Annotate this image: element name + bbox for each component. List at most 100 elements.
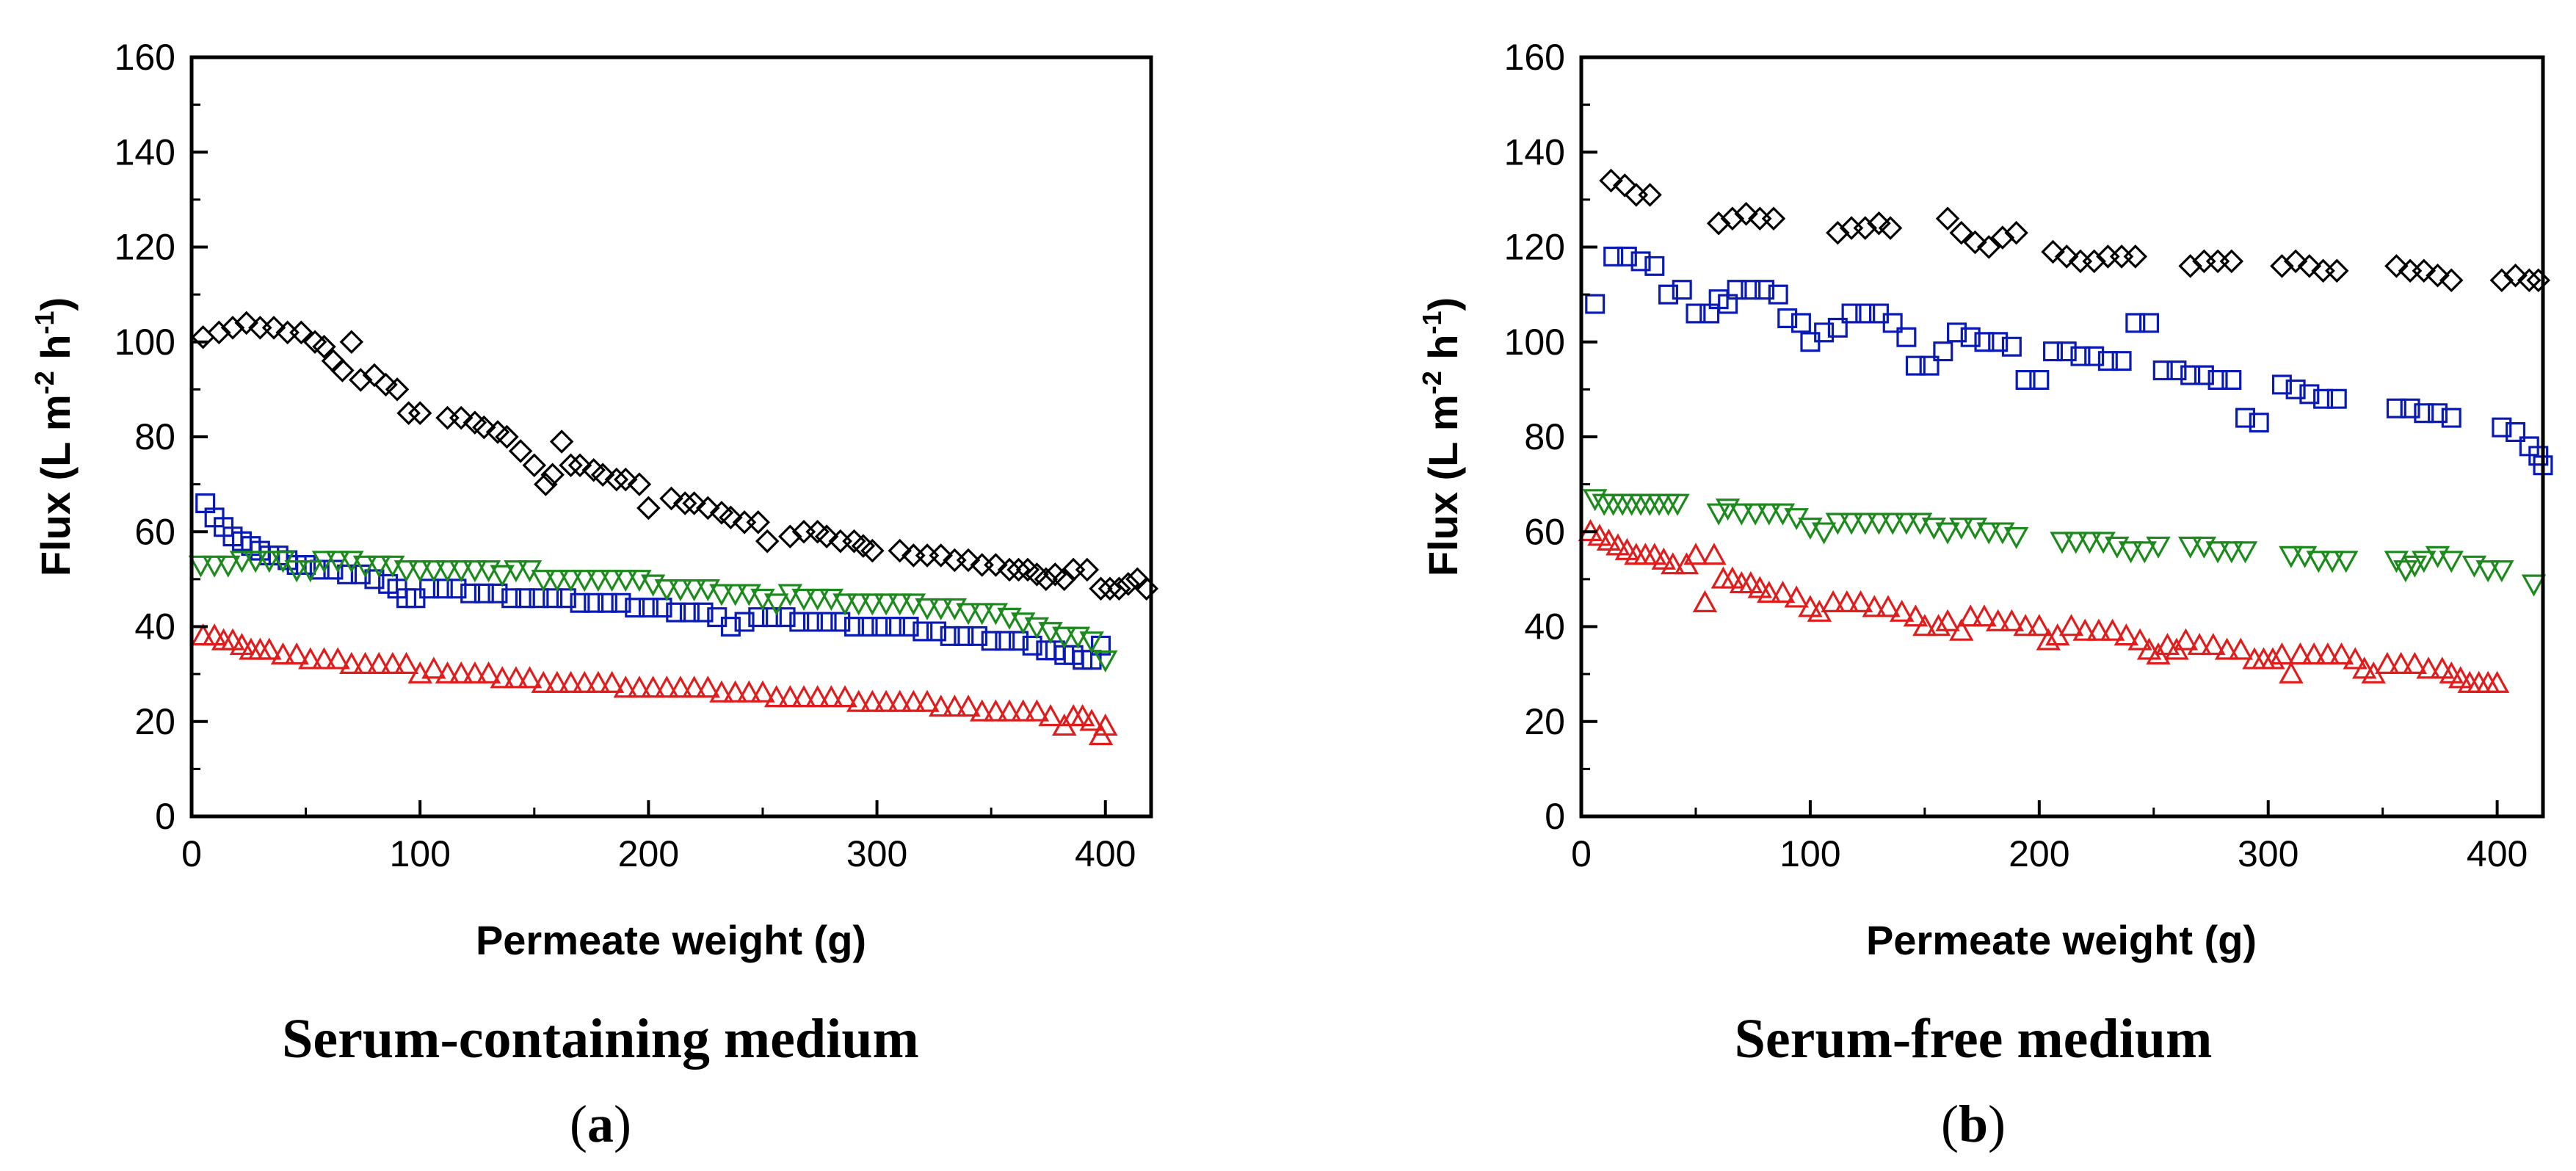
panel-a-plot-frame xyxy=(189,55,1153,819)
data-point xyxy=(1949,517,1974,540)
data-point xyxy=(956,695,981,717)
data-point xyxy=(2320,551,2345,573)
panel-b-y-tick-label: 100 xyxy=(1504,322,1565,363)
data-point xyxy=(462,661,487,684)
data-point xyxy=(349,368,373,392)
data-point xyxy=(763,593,789,616)
data-point xyxy=(558,570,584,592)
data-point xyxy=(1644,255,1665,276)
panel-a-x-tick-label: 400 xyxy=(1075,833,1136,874)
data-point xyxy=(462,560,487,583)
data-point xyxy=(1835,590,1860,612)
data-point xyxy=(2132,541,2158,564)
data-point xyxy=(352,651,378,675)
data-point xyxy=(1990,225,2015,250)
data-point xyxy=(2402,555,2428,578)
data-point xyxy=(832,593,857,616)
data-point xyxy=(1926,614,1951,637)
data-point xyxy=(915,598,940,620)
data-point xyxy=(487,583,508,603)
data-point xyxy=(1614,537,1640,560)
data-point xyxy=(1617,246,1637,267)
data-point xyxy=(1738,571,1763,594)
data-point xyxy=(362,363,387,388)
data-point xyxy=(791,588,816,612)
data-point xyxy=(289,320,313,345)
data-point xyxy=(2517,268,2541,293)
panel-a-ticks: 0 100 200 300 400 0 20 40 60 80 100 120 140 160 xyxy=(115,37,1136,874)
data-point xyxy=(1949,618,1974,641)
data-point xyxy=(435,560,460,583)
data-point xyxy=(1972,604,1997,627)
data-point xyxy=(2297,254,2322,278)
data-point xyxy=(366,651,391,675)
panel-b-x-tick-label: 300 xyxy=(2238,833,2299,874)
data-point xyxy=(2492,417,2512,438)
data-point xyxy=(2100,618,2125,641)
data-point xyxy=(1935,206,1960,231)
data-point xyxy=(2084,346,2105,366)
data-point xyxy=(2118,541,2144,564)
data-point xyxy=(2111,351,2132,371)
data-point xyxy=(942,695,968,717)
data-point xyxy=(2155,633,2180,656)
data-point xyxy=(1826,220,1850,245)
data-point xyxy=(599,670,625,693)
panel-b-x-tick-label: 100 xyxy=(1779,833,1840,874)
data-point xyxy=(504,666,529,689)
data-point xyxy=(567,453,592,478)
data-point xyxy=(2426,264,2450,288)
data-point xyxy=(449,405,474,430)
data-point xyxy=(2430,656,2455,679)
data-point xyxy=(1988,332,2009,352)
data-point xyxy=(604,467,629,492)
data-point xyxy=(325,647,350,670)
data-point xyxy=(1585,294,1606,314)
data-point xyxy=(2506,422,2526,443)
data-point xyxy=(1798,595,1823,617)
panel-b-x-axis-title: Permeate weight (g) xyxy=(1866,917,2257,963)
data-point xyxy=(2136,637,2162,660)
data-point xyxy=(755,529,780,554)
panel-a-caption: Serum-containing medium xyxy=(282,1008,919,1070)
data-point xyxy=(1089,576,1113,601)
panel-b-y-tick-label: 0 xyxy=(1545,796,1565,837)
data-point xyxy=(709,680,734,703)
data-point xyxy=(2489,560,2514,583)
data-point xyxy=(2173,628,2199,650)
data-point xyxy=(1708,289,1729,310)
panel-a-y-axis-title-sup1: -2 xyxy=(29,371,59,394)
data-point xyxy=(2484,670,2510,693)
data-point xyxy=(2271,374,2292,395)
data-point xyxy=(2219,249,2244,274)
data-point xyxy=(421,656,446,679)
data-point xyxy=(2521,574,2547,597)
data-point xyxy=(746,510,771,534)
data-point xyxy=(915,543,940,568)
data-point xyxy=(534,472,558,496)
data-point xyxy=(590,463,615,487)
data-point xyxy=(1976,522,2001,545)
data-point xyxy=(366,555,391,578)
data-point xyxy=(1034,567,1059,592)
data-point xyxy=(1606,533,1630,556)
data-point xyxy=(1587,523,1612,546)
data-point xyxy=(204,507,225,528)
data-point xyxy=(846,593,871,616)
data-point xyxy=(1853,512,1878,535)
data-point xyxy=(1612,173,1637,197)
data-point xyxy=(1949,220,1974,245)
panel-b-marks xyxy=(1578,168,2553,693)
data-point xyxy=(915,689,940,712)
data-point xyxy=(2050,532,2075,554)
data-point xyxy=(2201,633,2226,656)
data-point xyxy=(830,612,851,632)
panel-a-y-tick-label: 0 xyxy=(155,796,175,837)
data-point xyxy=(734,612,755,632)
data-point xyxy=(899,616,919,637)
data-point xyxy=(374,372,398,397)
data-point xyxy=(778,524,802,548)
data-point xyxy=(887,689,913,712)
data-point xyxy=(2315,642,2340,665)
data-point xyxy=(556,588,576,609)
